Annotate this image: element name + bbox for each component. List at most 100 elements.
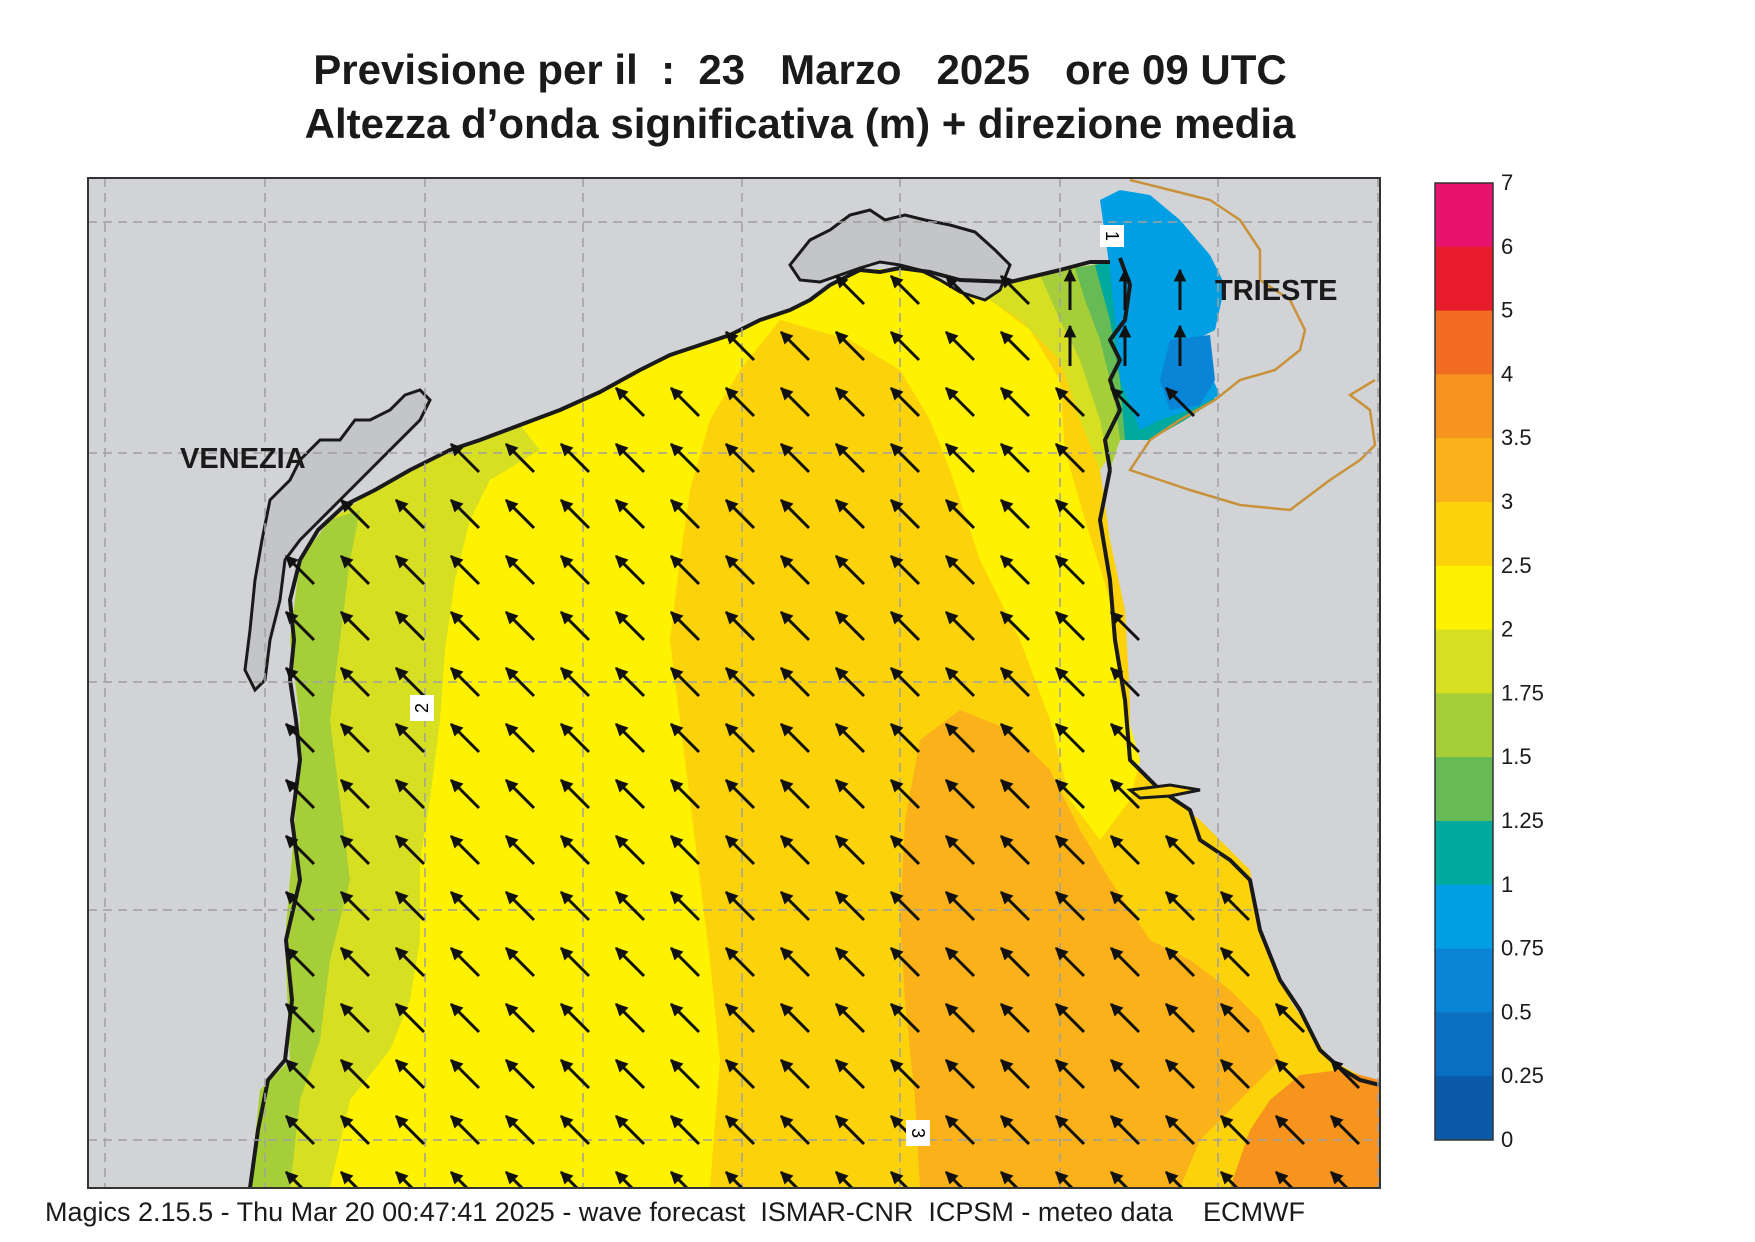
wave-arrow	[889, 946, 921, 978]
wave-arrow	[999, 386, 1031, 418]
sea-zone-4-5	[1230, 1070, 1380, 1188]
legend-tick-label: 1.5	[1501, 744, 1532, 769]
legend-tick-label: 0.25	[1501, 1063, 1544, 1088]
wave-arrow	[1164, 1058, 1196, 1090]
wave-arrow	[999, 1114, 1031, 1146]
wave-arrow	[724, 610, 756, 642]
wave-arrow	[889, 666, 921, 698]
wave-arrow	[779, 890, 811, 922]
wave-arrow	[284, 890, 316, 922]
wave-arrow	[724, 946, 756, 978]
wave-arrow	[669, 554, 701, 586]
wave-arrow	[504, 778, 536, 810]
legend-tick-label: 1	[1501, 872, 1513, 897]
wave-arrow	[669, 722, 701, 754]
wave-arrow	[284, 1114, 316, 1146]
legend-swatch	[1435, 629, 1493, 694]
wave-arrow	[559, 1114, 591, 1146]
legend-swatch	[1435, 1012, 1493, 1077]
wave-arrow	[614, 1170, 635, 1188]
wave-arrow	[889, 386, 921, 418]
wave-arrow	[944, 274, 976, 306]
legend-tick-label: 3.5	[1501, 425, 1532, 450]
legend-tick-label: 7	[1501, 170, 1513, 195]
wave-arrow	[394, 1002, 426, 1034]
legend-swatch	[1435, 693, 1493, 758]
wave-arrow	[1164, 834, 1196, 866]
legend-tick-label: 1.25	[1501, 808, 1544, 833]
wave-arrow	[559, 722, 591, 754]
wave-arrow	[1219, 1114, 1251, 1146]
wave-arrow	[449, 554, 481, 586]
legend-tick-label: 6	[1501, 234, 1513, 259]
wave-arrow	[339, 610, 371, 642]
wave-arrow	[724, 778, 756, 810]
legend-swatch	[1435, 310, 1493, 375]
wave-arrow	[724, 1058, 756, 1090]
coastline	[248, 257, 1132, 1188]
wave-arrow	[504, 1114, 536, 1146]
wave-arrow	[724, 386, 756, 418]
wave-arrow	[284, 834, 316, 866]
wave-arrow	[889, 1058, 921, 1090]
wave-arrow	[1054, 498, 1086, 530]
wave-arrow	[669, 890, 701, 922]
wave-arrow	[999, 330, 1031, 362]
wave-arrow	[889, 778, 921, 810]
wave-arrow	[1109, 1002, 1141, 1034]
wave-arrow	[944, 778, 976, 810]
chart-title: Previsione per il : 23 Marzo 2025 ore 09…	[313, 46, 1287, 93]
wave-arrow	[779, 946, 811, 978]
wave-arrow	[1054, 610, 1086, 642]
wave-arrow	[1054, 442, 1086, 474]
wave-arrow	[999, 946, 1031, 978]
wave-arrow	[944, 498, 976, 530]
wave-arrow	[889, 1170, 910, 1188]
wave-arrow	[999, 498, 1031, 530]
wave-arrow	[1164, 890, 1196, 922]
wave-arrow	[1274, 1002, 1306, 1034]
wave-arrow	[1054, 834, 1086, 866]
wave-arrow	[1054, 386, 1086, 418]
wave-arrow	[999, 778, 1031, 810]
wave-arrow	[944, 890, 976, 922]
legend-tick-label: 1.75	[1501, 680, 1544, 705]
wave-arrow	[1109, 1058, 1141, 1090]
wave-arrow	[779, 498, 811, 530]
wave-arrow	[339, 666, 371, 698]
wave-direction-arrows	[284, 268, 1361, 1188]
wave-arrow	[339, 778, 371, 810]
wave-arrow	[504, 498, 536, 530]
wave-arrow	[779, 610, 811, 642]
wave-arrow	[284, 946, 316, 978]
wave-arrow	[999, 1170, 1020, 1188]
wave-arrow	[614, 442, 646, 474]
national-border	[1128, 178, 1377, 512]
lagoon-land-venice	[243, 388, 432, 693]
wave-arrow	[1274, 1058, 1306, 1090]
wave-arrow	[449, 890, 481, 922]
wave-arrow	[1274, 1170, 1295, 1188]
wave-arrow	[559, 1002, 591, 1034]
sea-zone-3.5-4	[900, 710, 1280, 1188]
wave-arrow	[284, 554, 316, 586]
wave-arrow	[284, 778, 316, 810]
wave-arrow	[449, 666, 481, 698]
wave-arrow	[339, 722, 371, 754]
wave-arrow	[339, 554, 371, 586]
wave-arrow	[559, 666, 591, 698]
wave-arrow	[834, 1058, 866, 1090]
wave-arrow	[1164, 386, 1196, 418]
wave-arrow	[944, 1114, 976, 1146]
wave-arrow	[449, 442, 481, 474]
wave-arrow	[724, 498, 756, 530]
legend-tick-label: 4	[1501, 361, 1513, 386]
wave-arrow	[339, 890, 371, 922]
wave-arrow	[724, 442, 756, 474]
wave-arrow	[1164, 1170, 1185, 1188]
wave-arrow	[1054, 666, 1086, 698]
wave-arrow	[614, 890, 646, 922]
wave-arrow	[944, 554, 976, 586]
wave-arrow	[724, 890, 756, 922]
wave-arrow	[724, 834, 756, 866]
